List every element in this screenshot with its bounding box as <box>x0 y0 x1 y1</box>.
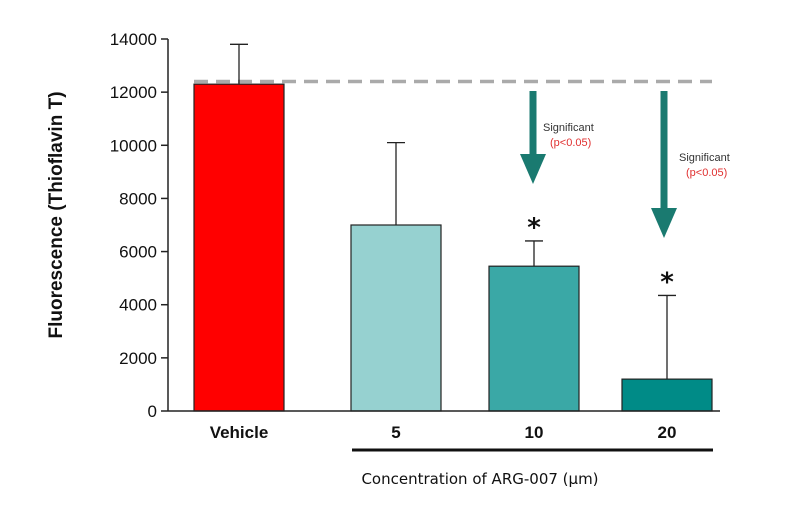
arrow-head <box>651 208 677 238</box>
significance-label: Significant <box>543 122 594 134</box>
significance-star: * <box>660 267 674 297</box>
y-tick-label: 10000 <box>110 136 157 155</box>
p-value-label: (p<0.05) <box>550 137 591 149</box>
arrow-head <box>520 154 546 184</box>
x-axis-label: Concentration of ARG-007 (µm) <box>361 470 598 488</box>
y-tick-label: 8000 <box>119 189 157 208</box>
x-tick-label: 10 <box>525 423 544 442</box>
bar-5 <box>350 224 442 412</box>
bar-20 <box>621 378 713 412</box>
y-tick-label: 12000 <box>110 83 157 102</box>
p-value-label: (p<0.05) <box>686 167 727 179</box>
y-axis-label: Fluorescence (Thioflavin T) <box>46 91 67 338</box>
y-tick-label: 2000 <box>119 349 157 368</box>
y-tick-label: 14000 <box>110 30 157 49</box>
x-tick-label: Vehicle <box>210 423 269 442</box>
y-tick-label: 4000 <box>119 296 157 315</box>
y-tick-label: 0 <box>148 402 157 421</box>
y-tick-label: 6000 <box>119 243 157 262</box>
x-tick-label: 5 <box>391 423 400 442</box>
bar-vehicle <box>193 83 285 412</box>
bar-10 <box>488 265 580 412</box>
x-tick-label: 20 <box>658 423 677 442</box>
significance-label: Significant <box>679 152 730 164</box>
significance-star: * <box>527 213 541 243</box>
